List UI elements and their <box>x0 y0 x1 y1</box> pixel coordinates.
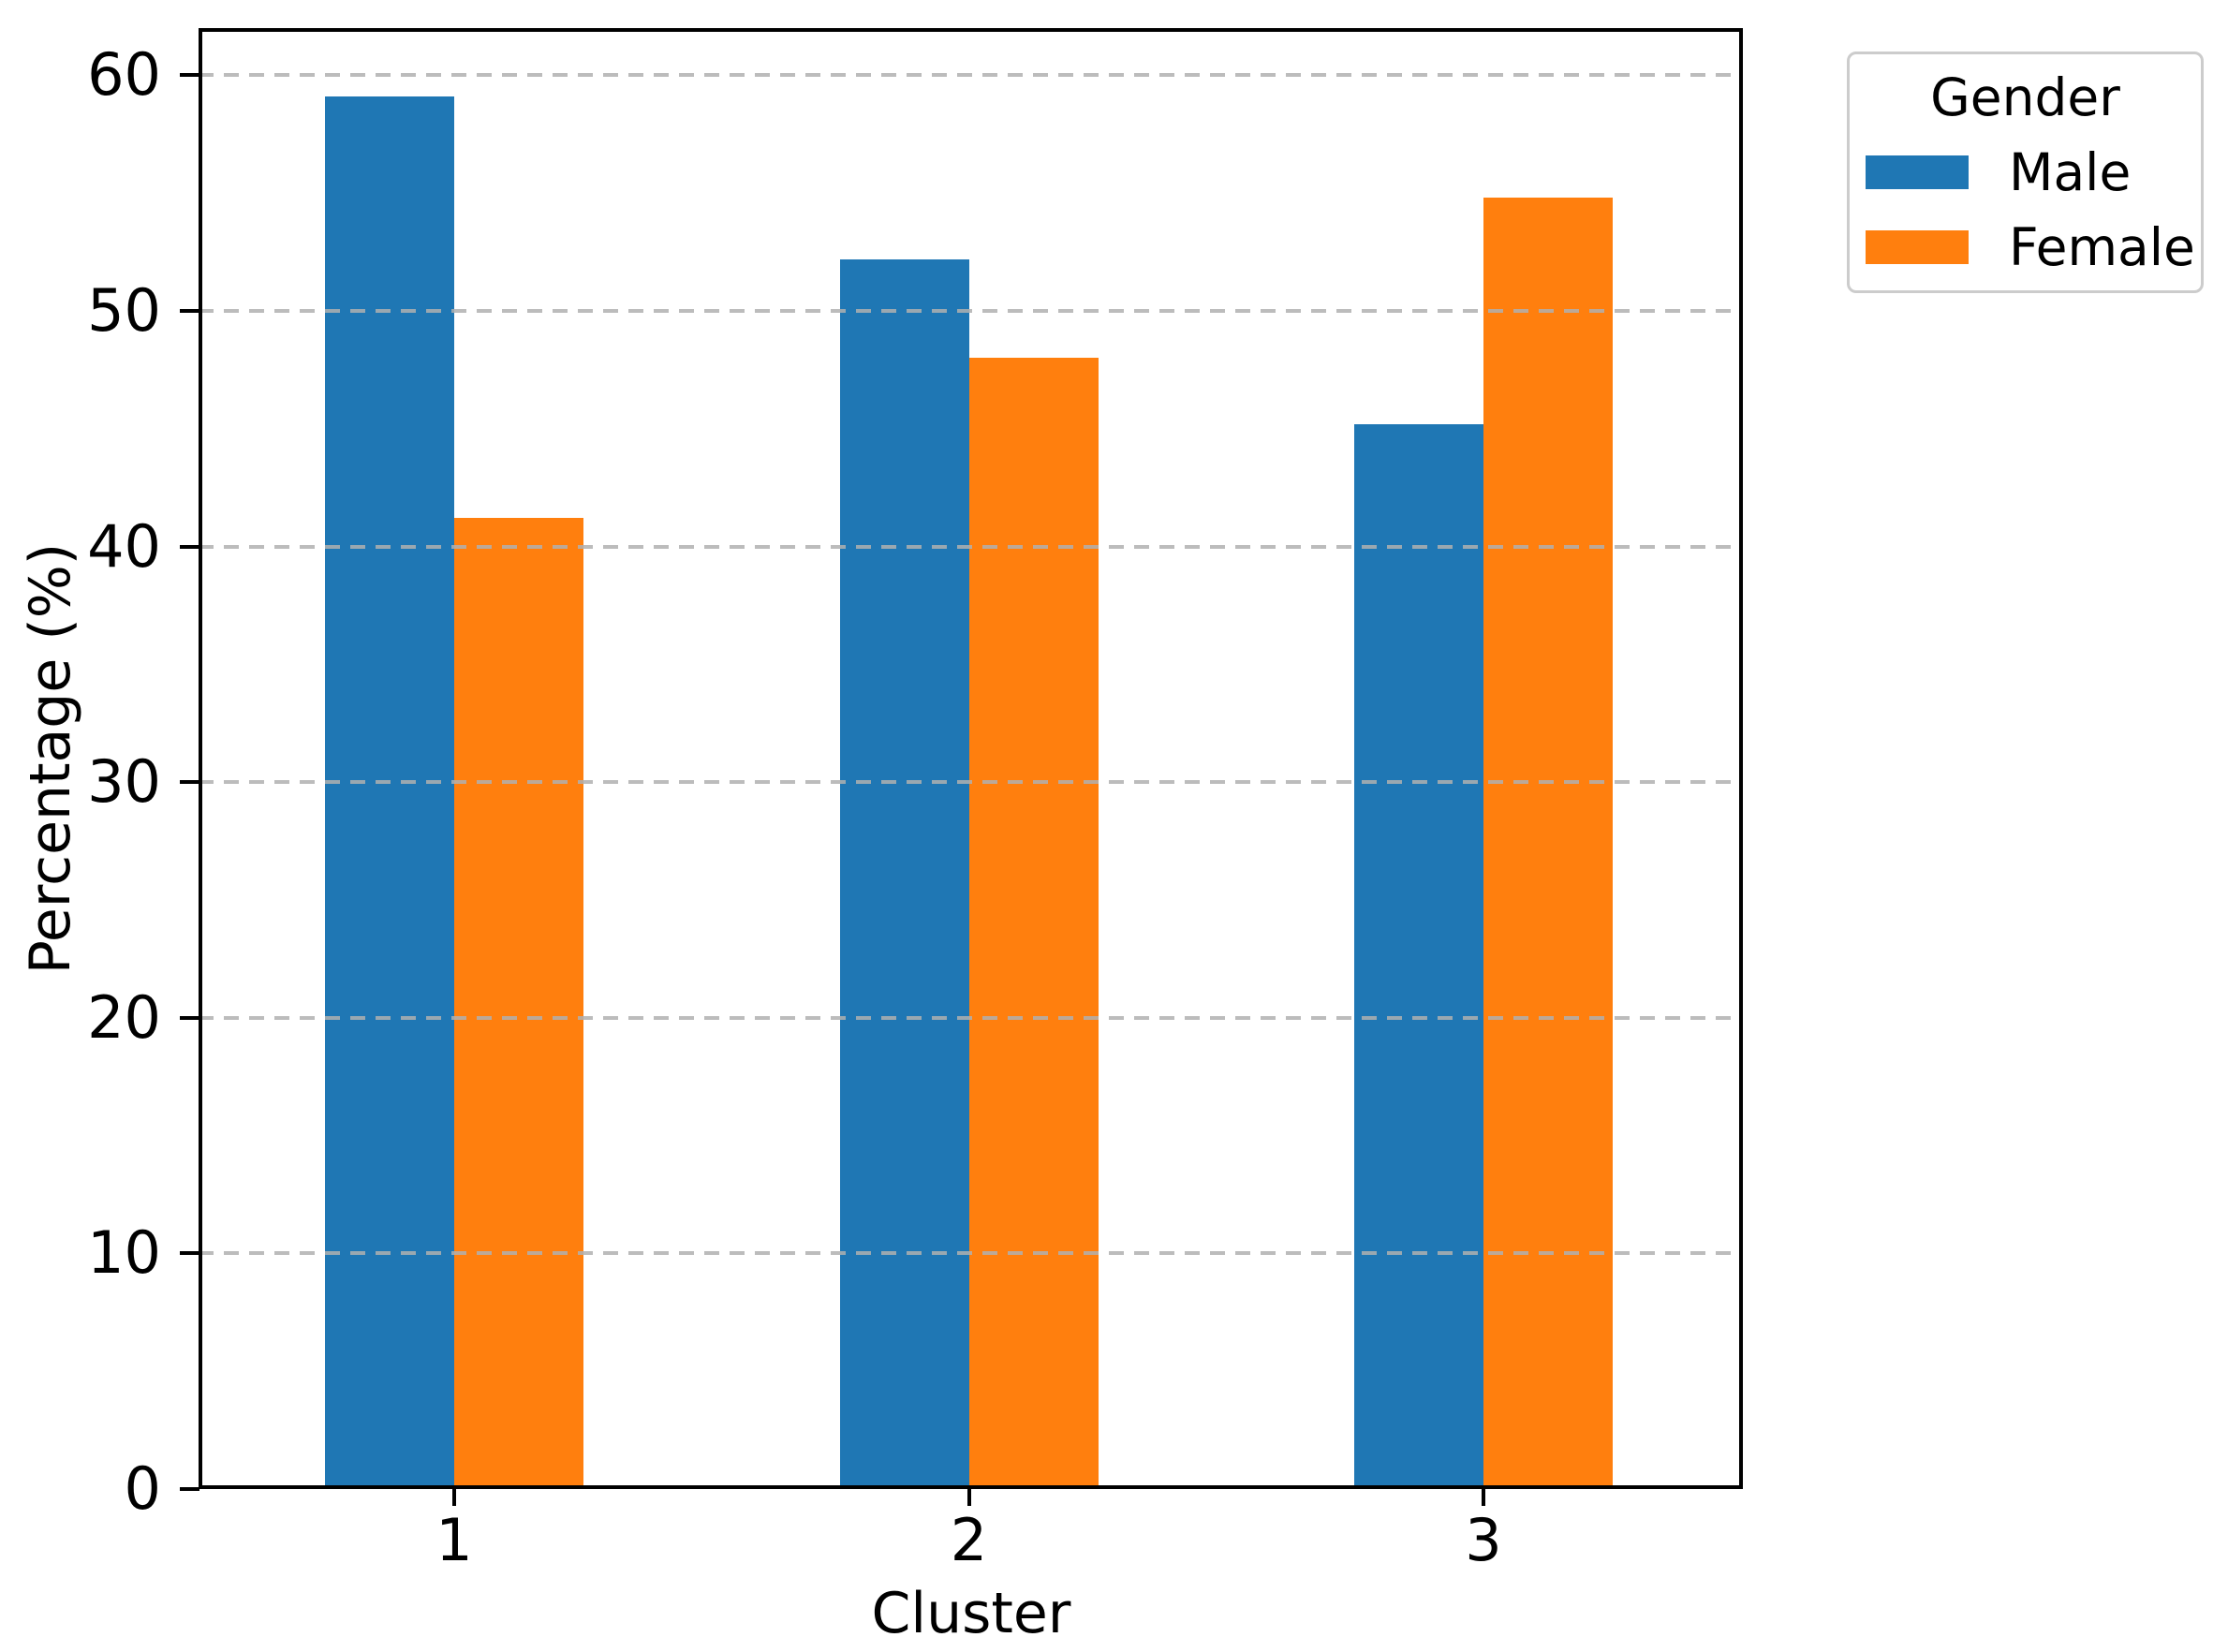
legend-label-male: Male <box>2009 141 2132 202</box>
legend-item-female: Female <box>1866 216 2195 278</box>
x-tick-label-1: 1 <box>435 1506 473 1574</box>
gridline-y-40 <box>199 544 1743 549</box>
y-tick-mark-40 <box>180 544 199 549</box>
y-tick-label-20: 20 <box>87 982 161 1052</box>
legend-title: Gender <box>1930 67 2120 127</box>
legend-item-male: Male <box>1866 141 2131 203</box>
y-tick-label-50: 50 <box>87 275 161 345</box>
gridline-y-60 <box>199 73 1743 78</box>
legend-label-female: Female <box>2009 216 2195 277</box>
plot-area <box>199 28 1743 1489</box>
y-tick-label-10: 10 <box>87 1218 161 1288</box>
bar-female-cluster-1 <box>454 518 583 1489</box>
y-tick-mark-0 <box>180 1487 199 1491</box>
x-tick-label-3: 3 <box>1465 1506 1502 1574</box>
y-tick-label-40: 40 <box>87 511 161 581</box>
bar-male-cluster-1 <box>325 96 454 1489</box>
gridline-y-50 <box>199 308 1743 313</box>
x-tick-mark-2 <box>966 1489 971 1506</box>
gridline-y-30 <box>199 780 1743 785</box>
bar-male-cluster-2 <box>839 258 969 1489</box>
male-color-swatch <box>1866 155 1969 189</box>
bar-female-cluster-2 <box>968 358 1099 1489</box>
gridline-y-10 <box>199 1251 1743 1256</box>
bar-female-cluster-3 <box>1483 198 1613 1489</box>
y-tick-label-30: 30 <box>87 747 161 817</box>
x-axis-label: Cluster <box>871 1581 1071 1646</box>
x-tick-mark-1 <box>452 1489 456 1506</box>
female-color-swatch <box>1866 230 1969 264</box>
y-tick-mark-20 <box>180 1015 199 1020</box>
x-tick-mark-3 <box>1482 1489 1485 1506</box>
y-tick-label-60: 60 <box>87 40 161 110</box>
gridline-y-20 <box>199 1015 1743 1020</box>
y-tick-mark-30 <box>180 780 199 785</box>
y-tick-mark-60 <box>180 73 199 78</box>
y-tick-label-0: 0 <box>124 1454 161 1523</box>
y-tick-mark-50 <box>180 308 199 313</box>
y-tick-mark-10 <box>180 1251 199 1256</box>
legend: Gender Male Female <box>1847 52 2204 293</box>
bar-male-cluster-3 <box>1354 423 1483 1489</box>
x-tick-label-2: 2 <box>950 1506 988 1574</box>
